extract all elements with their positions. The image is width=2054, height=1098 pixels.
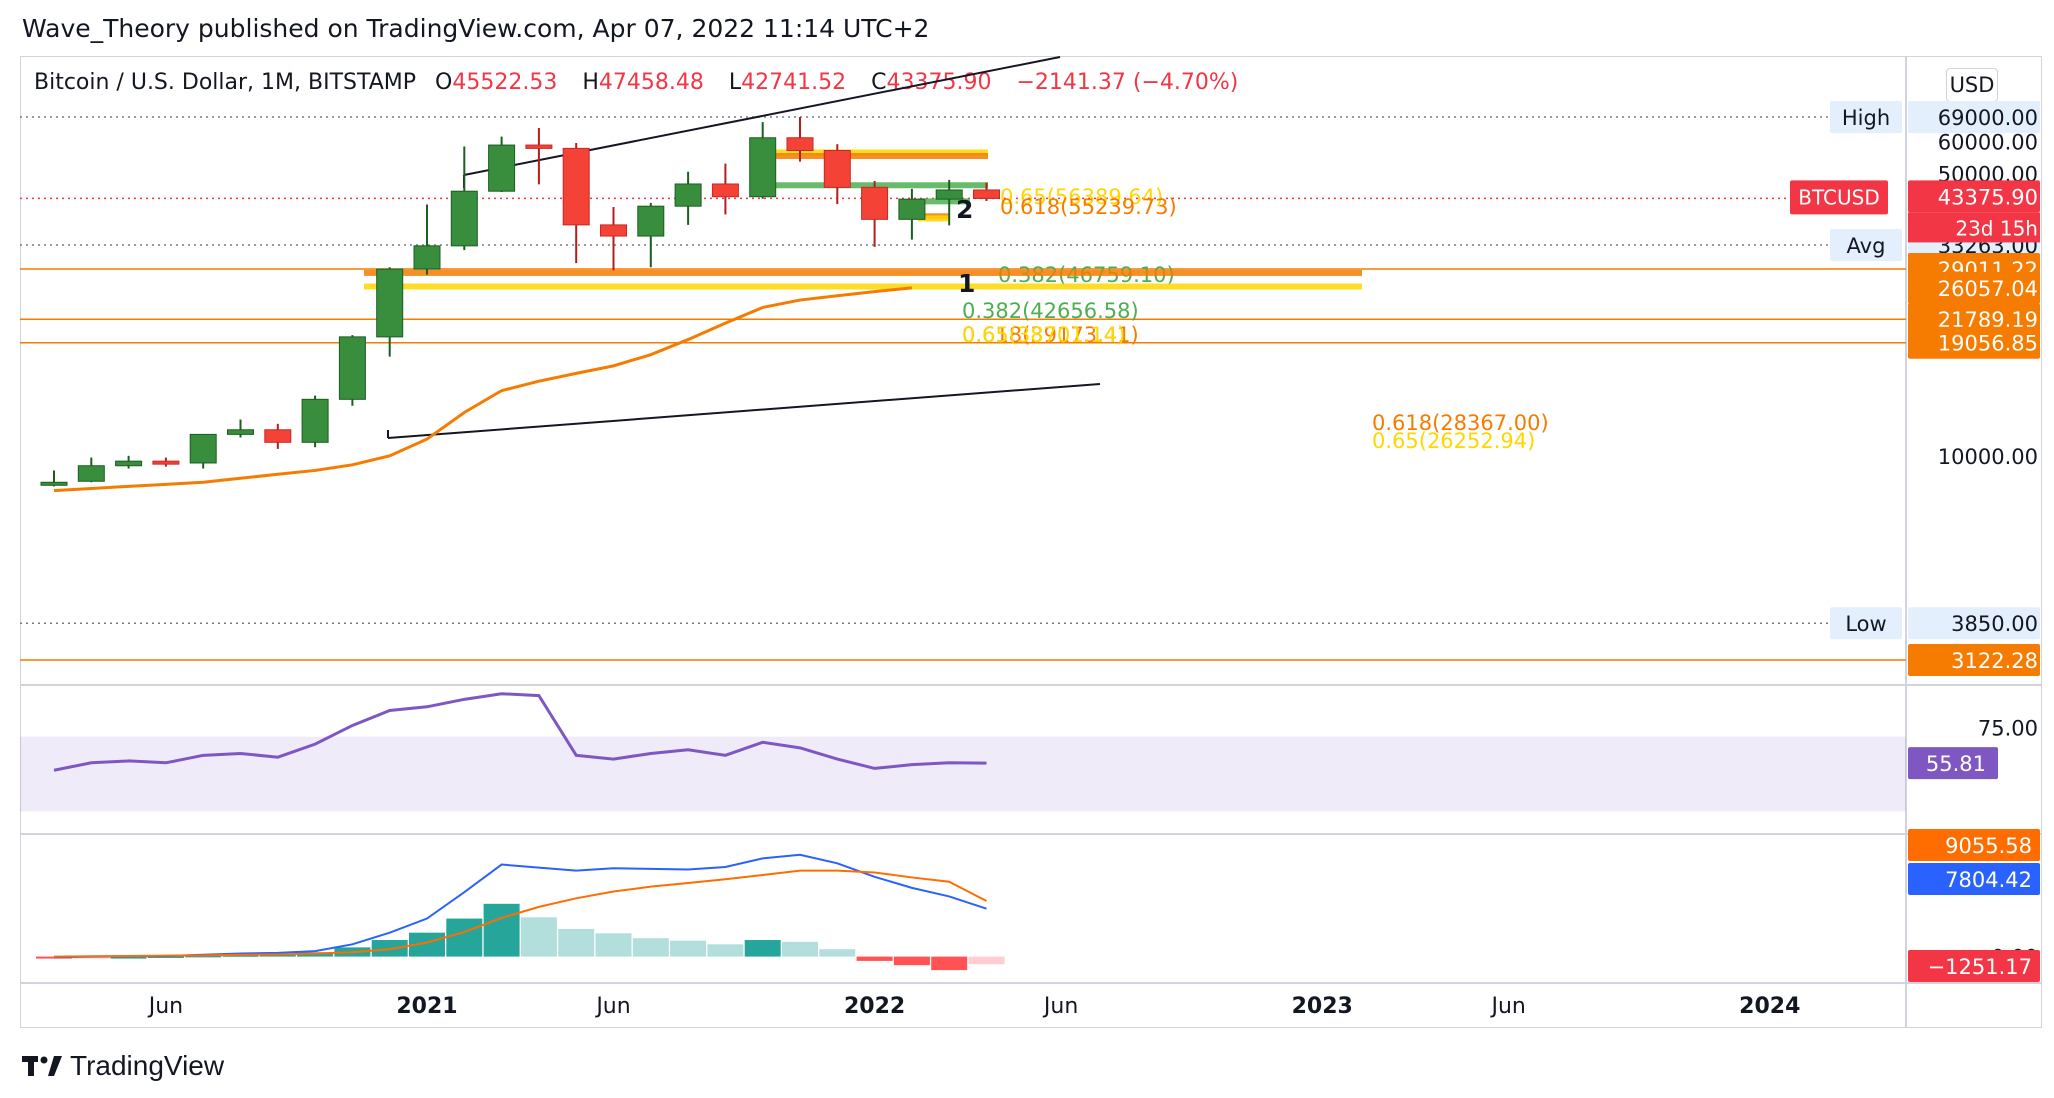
ohlc-legend: Bitcoin / U.S. Dollar, 1M, BITSTAMP O455… (34, 70, 1256, 95)
close-label: C (871, 70, 887, 95)
open-label: O (435, 70, 453, 95)
currency-button[interactable]: USD (1946, 68, 1998, 102)
tradingview-logo-icon (22, 1056, 62, 1076)
symbol-description[interactable]: Bitcoin / U.S. Dollar, 1M, BITSTAMP (34, 70, 417, 95)
chart-frame (20, 56, 2042, 1028)
low-value: 42741.52 (741, 70, 847, 95)
high-label: H (582, 70, 599, 95)
tradingview-brand: TradingView (70, 1050, 225, 1081)
publisher-line: Wave_Theory published on TradingView.com… (22, 14, 930, 43)
low-label: L (728, 70, 742, 95)
close-value: 43375.90 (886, 70, 992, 95)
open-value: 45522.53 (452, 70, 558, 95)
change-value: −2141.37 (−4.70%) (1016, 70, 1239, 95)
high-value: 47458.48 (598, 70, 704, 95)
tradingview-logo[interactable]: TradingView (22, 1050, 224, 1082)
